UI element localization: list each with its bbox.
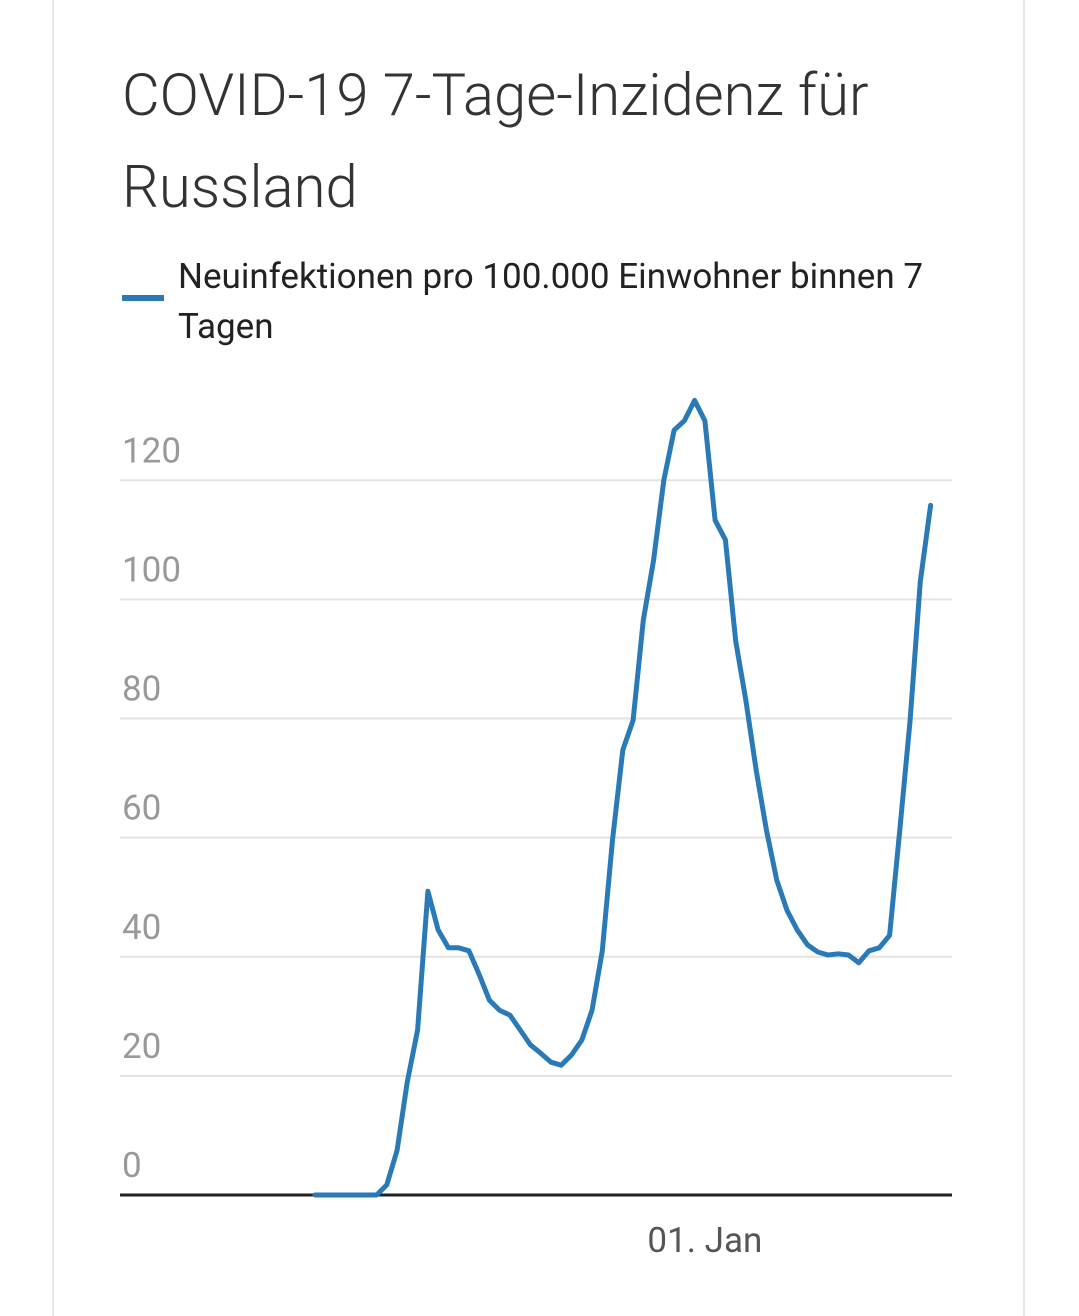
y-tick-label: 20 bbox=[122, 1026, 161, 1067]
y-tick-label: 80 bbox=[122, 669, 161, 710]
y-tick-label: 120 bbox=[122, 430, 181, 471]
data-line bbox=[312, 397, 934, 1198]
card bbox=[52, 0, 1025, 1316]
y-tick-label: 40 bbox=[122, 907, 161, 948]
legend-swatch bbox=[122, 295, 164, 301]
x-tick-label: 01. Jan bbox=[647, 1220, 762, 1261]
y-tick-label: 100 bbox=[122, 549, 181, 590]
legend-label: Neuinfektionen pro 100.000 Einwohner bin… bbox=[178, 256, 924, 347]
chart-title: COVID-19 7-Tage-Inzidenz für Russland bbox=[122, 62, 869, 222]
y-tick-label: 60 bbox=[122, 788, 161, 829]
y-tick-label: 0 bbox=[122, 1145, 142, 1186]
